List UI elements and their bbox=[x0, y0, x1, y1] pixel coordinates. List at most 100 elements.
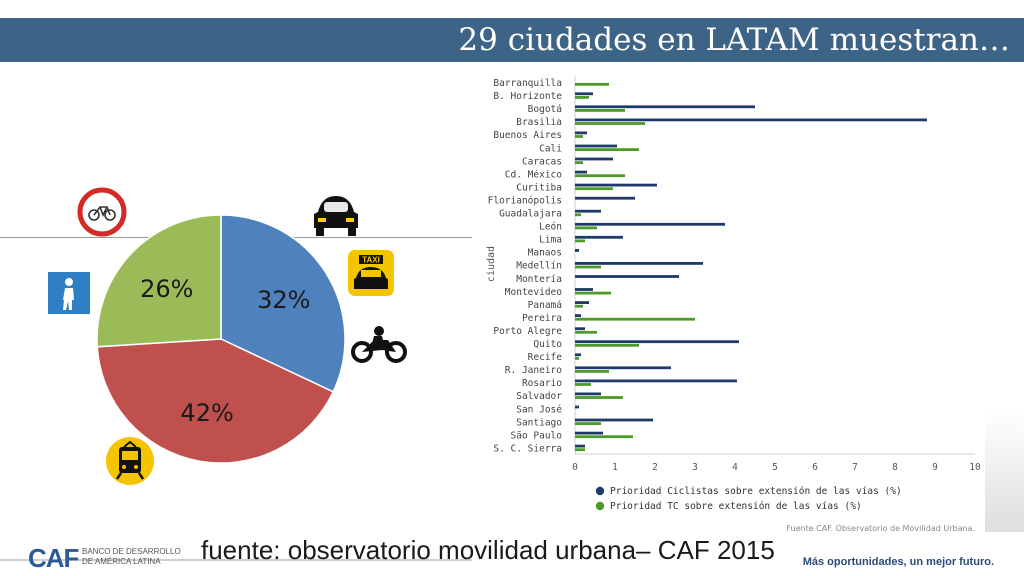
category-label: Montevideo bbox=[505, 287, 562, 298]
bar-ciclistas bbox=[575, 183, 657, 187]
category-label: Bogotá bbox=[528, 104, 562, 115]
bar-tc bbox=[575, 239, 585, 243]
x-tick-label: 3 bbox=[692, 462, 698, 473]
category-label: Manaos bbox=[528, 248, 562, 259]
category-label: B. Horizonte bbox=[493, 91, 562, 102]
category-label: Buenos Aires bbox=[493, 130, 562, 141]
decorative-shade bbox=[985, 410, 1024, 532]
x-tick-label: 7 bbox=[852, 462, 858, 473]
bar-tc bbox=[575, 343, 639, 347]
bar-ciclistas bbox=[575, 340, 739, 344]
category-label: Cd. México bbox=[505, 169, 562, 180]
x-tick-label: 4 bbox=[732, 462, 738, 473]
category-label: Guadalajara bbox=[499, 209, 562, 220]
category-label: Lima bbox=[539, 235, 562, 246]
bar-ciclistas bbox=[575, 275, 679, 278]
bar-ciclistas bbox=[575, 379, 737, 383]
pie-slice-1 bbox=[96, 338, 335, 464]
category-label: Salvador bbox=[516, 391, 562, 402]
car-icon bbox=[314, 196, 358, 236]
footer-source: fuente: observatorio movilidad urbana– C… bbox=[201, 535, 775, 565]
legend-label: Prioridad TC sobre extensión de las vías… bbox=[610, 501, 862, 512]
divider bbox=[0, 559, 472, 561]
svg-text:TAXI: TAXI bbox=[362, 256, 380, 265]
tram-icon bbox=[106, 437, 154, 485]
bar-tc bbox=[575, 396, 623, 399]
bar-tc bbox=[575, 135, 583, 138]
caf-logo-text: CAF bbox=[28, 543, 79, 573]
category-label: São Paulo bbox=[511, 430, 563, 441]
slogan: Más oportunidades, un mejor futuro. bbox=[802, 556, 994, 568]
bar-chart: ciudad Barranquilla B. Horizonte Bogotá Bra… bbox=[486, 76, 981, 533]
category-label: S. C. Sierra bbox=[493, 443, 562, 454]
category-label: León bbox=[539, 222, 562, 233]
category-label: Barranquilla bbox=[493, 78, 562, 89]
bar-ciclistas bbox=[575, 92, 593, 96]
bar-ciclistas bbox=[575, 288, 593, 291]
title-bar: 29 ciudades en LATAM muestran… bbox=[0, 18, 1024, 62]
bar-ciclistas bbox=[575, 157, 613, 161]
bar-ciclistas bbox=[575, 222, 725, 226]
bar-ciclistas bbox=[575, 118, 927, 122]
bar-ciclistas bbox=[575, 301, 589, 304]
bar-tc bbox=[575, 357, 579, 360]
bar-tc bbox=[575, 148, 639, 151]
caf-logo-subtitle: BANCO DE DESARROLLO DE AMÉRICA LATINA bbox=[82, 547, 181, 566]
legend-marker bbox=[595, 501, 605, 511]
category-label: R. Janeiro bbox=[505, 365, 562, 376]
bar-tc bbox=[575, 422, 601, 425]
bar-tc bbox=[575, 304, 583, 308]
x-tick-label: 9 bbox=[932, 462, 938, 473]
bar-tc bbox=[575, 435, 633, 439]
bar-ciclistas bbox=[575, 405, 579, 409]
bar-ciclistas bbox=[575, 262, 703, 265]
category-label: Montería bbox=[516, 274, 562, 285]
x-tick-label: 2 bbox=[652, 462, 658, 473]
bar-tc bbox=[575, 226, 597, 230]
category-label: San José bbox=[516, 404, 562, 415]
category-label: Caracas bbox=[522, 156, 562, 167]
pie-slice-label: 32% bbox=[257, 286, 310, 314]
legend-marker bbox=[595, 486, 605, 496]
caf-logo: CAF bbox=[28, 543, 79, 574]
bar-tc bbox=[575, 174, 625, 178]
bar-ciclistas bbox=[575, 431, 603, 435]
bar-tc bbox=[575, 213, 581, 217]
bar-tc bbox=[575, 291, 611, 295]
bar-tc bbox=[575, 448, 585, 452]
pie-slice-label: 42% bbox=[180, 399, 233, 427]
bar-tc bbox=[575, 317, 695, 321]
bar-tc bbox=[575, 330, 597, 334]
category-label: Medellín bbox=[516, 261, 562, 272]
motorcycle-icon bbox=[351, 326, 407, 363]
category-label: Santiago bbox=[516, 417, 562, 428]
bar-tc bbox=[575, 265, 601, 269]
bar-ciclistas bbox=[575, 170, 587, 174]
taxi-icon: TAXI bbox=[348, 250, 394, 296]
bar-tc bbox=[575, 122, 645, 125]
pedestrian-sign-icon bbox=[48, 272, 90, 314]
pie-chart: 32% 42% 26% bbox=[96, 214, 346, 464]
y-axis-label: ciudad bbox=[486, 246, 497, 282]
bar-tc bbox=[575, 161, 583, 164]
bar-ciclistas bbox=[575, 444, 585, 448]
bar-ciclistas bbox=[575, 209, 601, 213]
bar-ciclistas bbox=[575, 105, 755, 109]
bar-ciclistas bbox=[575, 144, 617, 148]
pie-slice-label: 26% bbox=[140, 275, 193, 303]
source-note: Fuente CAF. Observatorio de Movilidad Ur… bbox=[786, 524, 975, 533]
x-tick-label: 0 bbox=[572, 462, 578, 473]
bar-tc bbox=[575, 370, 609, 373]
legend-label: Prioridad Ciclistas sobre extensión de l… bbox=[610, 486, 902, 497]
bar-tc bbox=[575, 109, 625, 112]
x-tick-label: 6 bbox=[812, 462, 818, 473]
category-label: Pereira bbox=[522, 313, 562, 324]
bar-ciclistas bbox=[575, 196, 635, 200]
bar-ciclistas bbox=[575, 314, 581, 317]
page-title: 29 ciudades en LATAM muestran… bbox=[458, 22, 1010, 58]
x-tick-label: 8 bbox=[892, 462, 898, 473]
bar-tc bbox=[575, 383, 591, 386]
category-label: Recife bbox=[528, 352, 563, 363]
bar-ciclistas bbox=[575, 235, 623, 239]
